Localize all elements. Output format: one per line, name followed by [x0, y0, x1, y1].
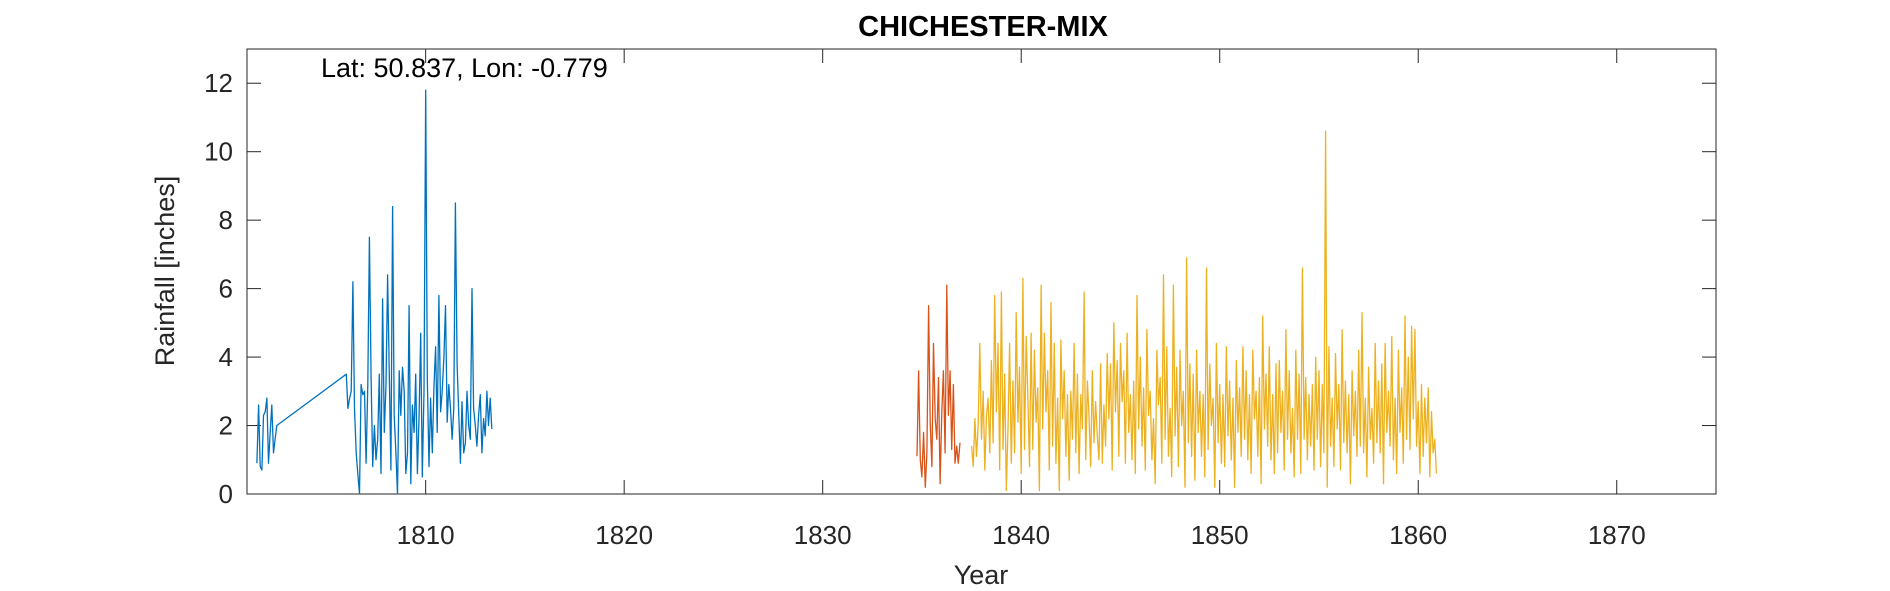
series-line-2	[916, 284, 961, 488]
x-tick-label: 1860	[1389, 520, 1447, 550]
y-axis: 0 2 4 6 8 10 12	[204, 68, 1716, 509]
y-tick-label: 6	[219, 274, 233, 304]
x-tick-label: 1840	[992, 520, 1050, 550]
x-tick-label: 1820	[595, 520, 653, 550]
y-tick-label: 8	[219, 205, 233, 235]
x-tick-label: 1810	[397, 520, 455, 550]
x-axis-label: Year	[954, 560, 1009, 590]
series-line-3	[970, 130, 1438, 492]
y-tick-label: 2	[219, 411, 233, 441]
y-axis-label: Rainfall [inches]	[150, 176, 180, 367]
y-tick-label: 10	[204, 137, 233, 167]
y-tick-label: 4	[219, 342, 233, 372]
location-annotation: Lat: 50.837, Lon: -0.779	[321, 53, 608, 83]
x-tick-label: 1850	[1191, 520, 1249, 550]
y-tick-label: 12	[204, 68, 233, 98]
series-line-1	[256, 89, 493, 495]
series-layer	[256, 89, 1438, 495]
x-axis: 1810 1820 1830 1840 1850 1860 1870	[397, 49, 1646, 550]
x-tick-label: 1830	[794, 520, 852, 550]
x-tick-label: 1870	[1588, 520, 1646, 550]
y-tick-label: 0	[219, 479, 233, 509]
chart-title: CHICHESTER-MIX	[858, 11, 1108, 43]
